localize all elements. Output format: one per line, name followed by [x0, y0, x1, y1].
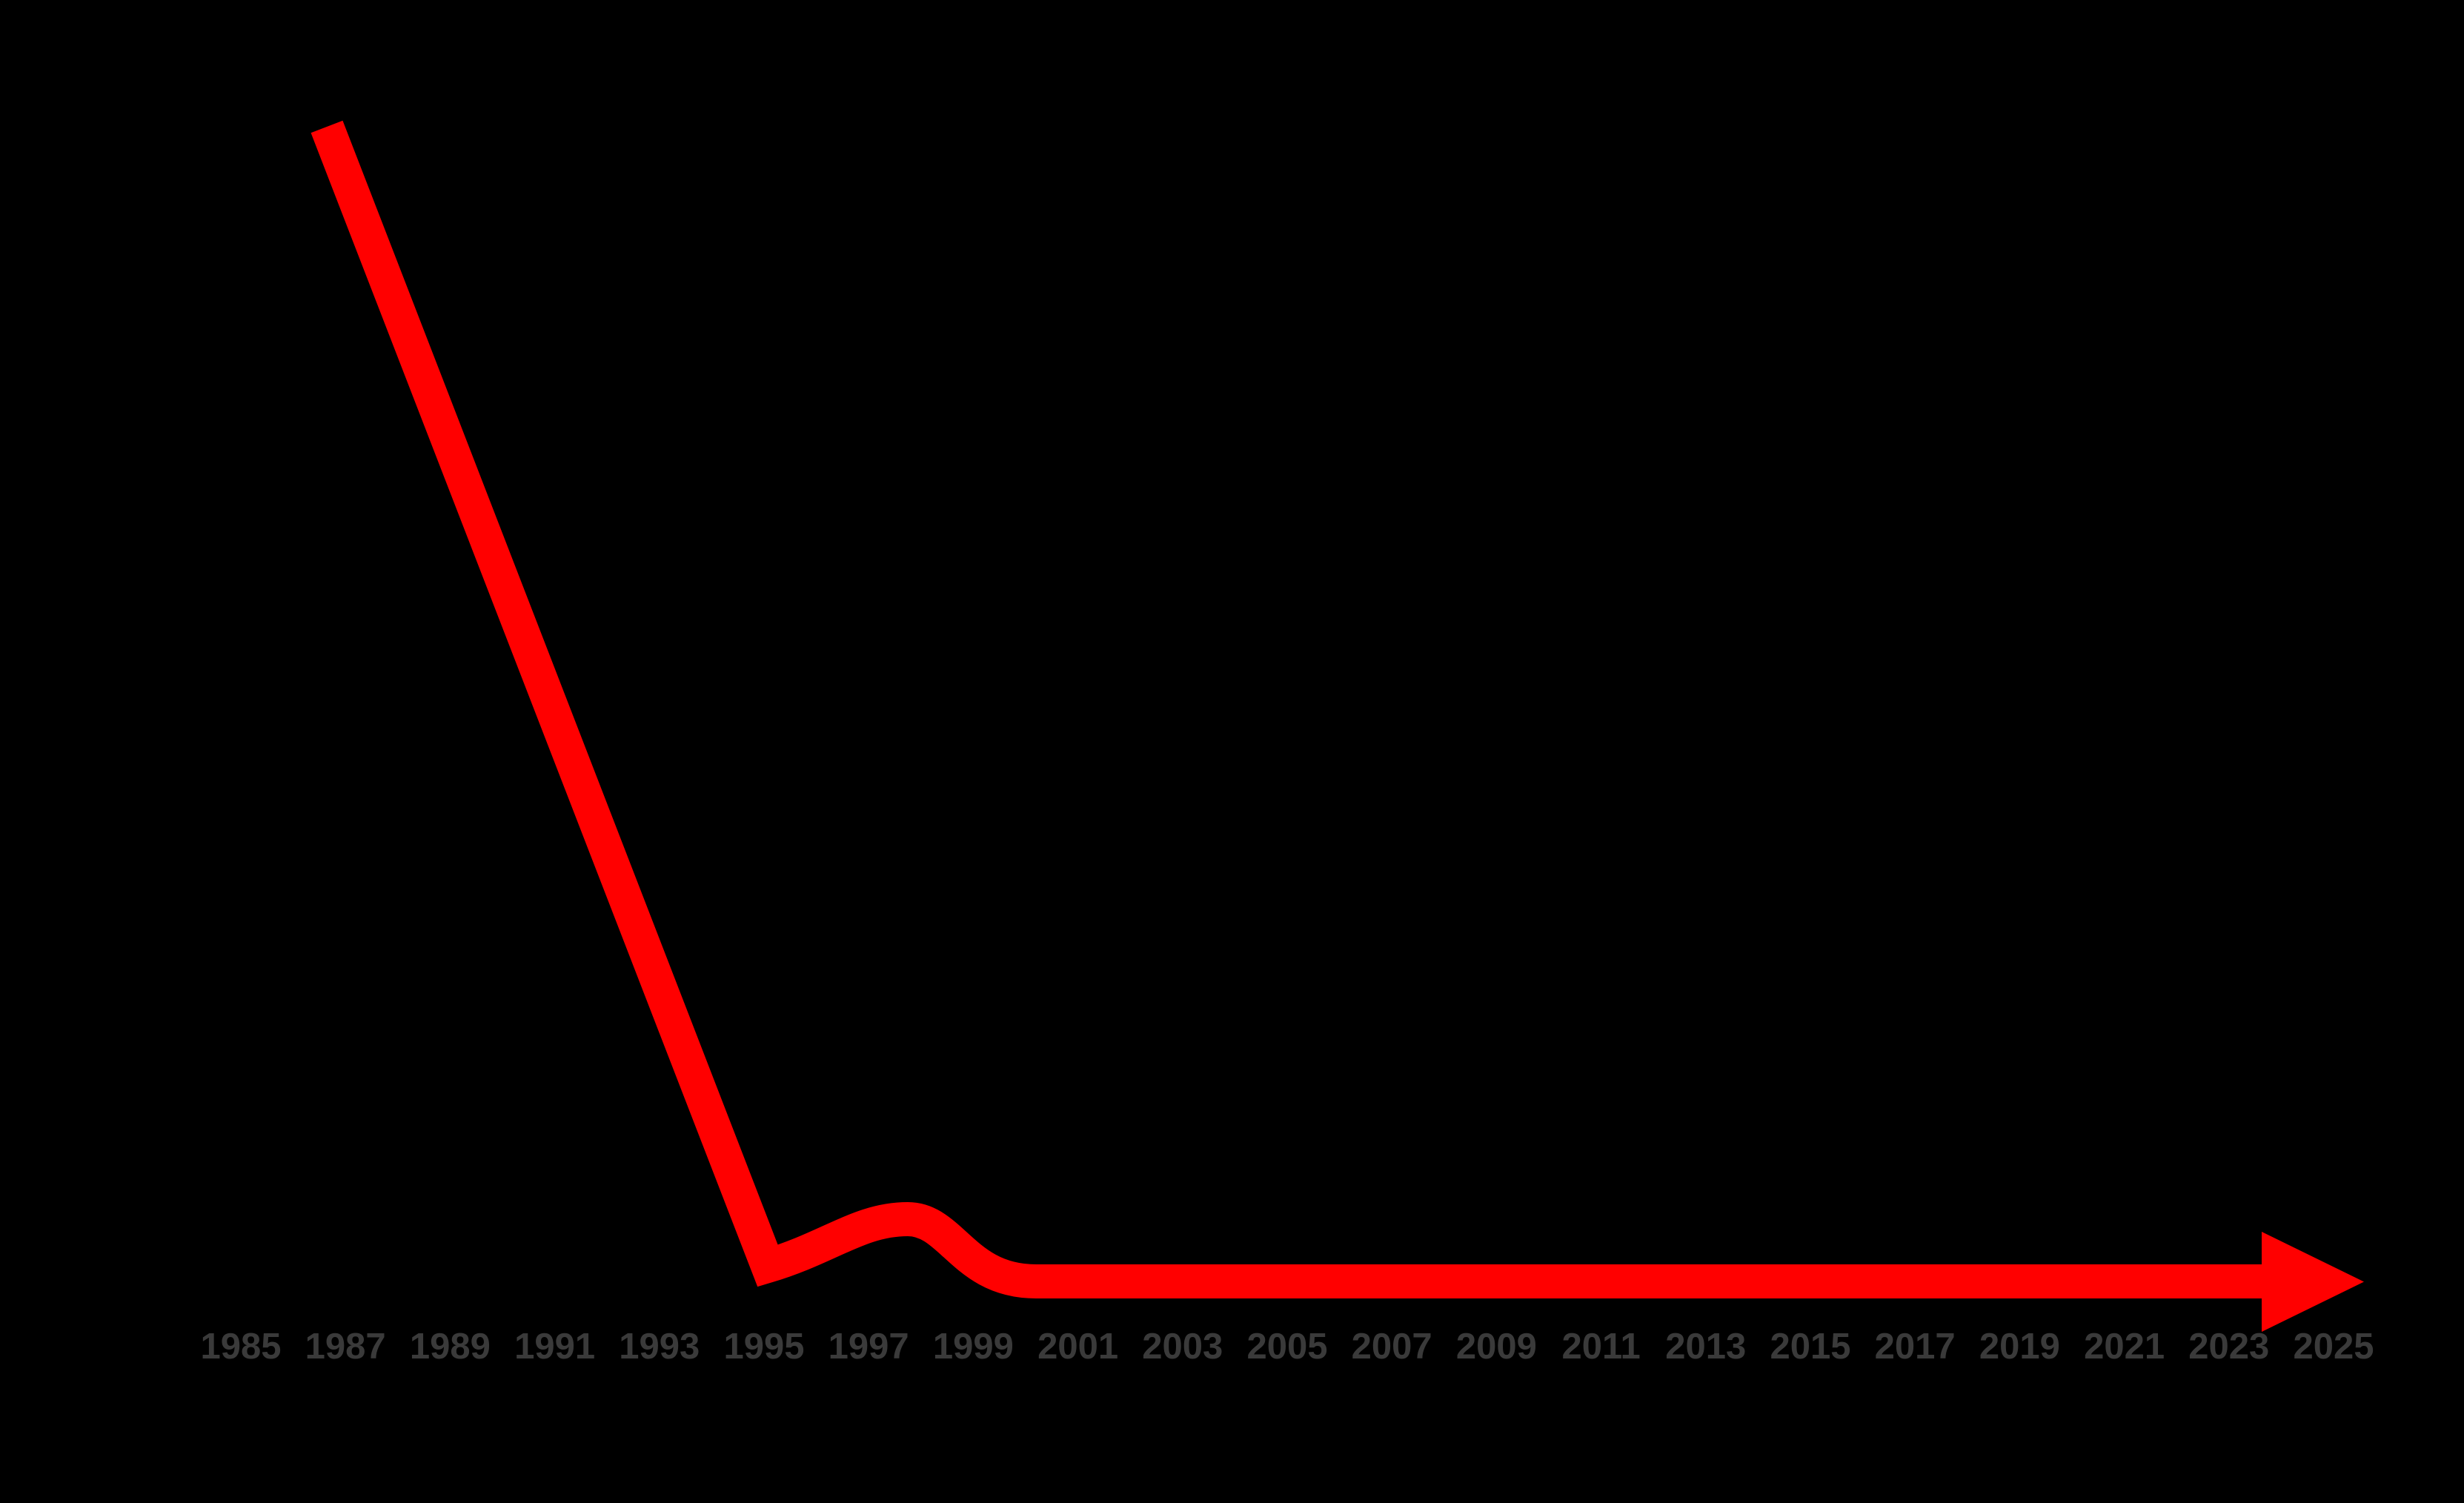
- x-axis-label: 2009: [1455, 1327, 1537, 1367]
- x-axis-label: 1999: [932, 1327, 1014, 1367]
- x-axis-label: 2025: [2293, 1327, 2374, 1367]
- x-axis-label: 2001: [1037, 1327, 1119, 1367]
- x-axis-label: 2023: [2188, 1327, 2270, 1367]
- x-axis-label: 1985: [200, 1327, 282, 1367]
- x-axis-label: 2005: [1246, 1327, 1328, 1367]
- x-axis-label: 1991: [514, 1327, 596, 1367]
- x-axis-label: 1997: [828, 1327, 909, 1367]
- trend-arrowhead-icon: [2262, 1232, 2364, 1332]
- x-axis-label: 2017: [1874, 1327, 1956, 1367]
- x-axis-label: 2007: [1351, 1327, 1432, 1367]
- x-axis-label: 1995: [723, 1327, 805, 1367]
- x-axis-label: 2015: [1770, 1327, 1851, 1367]
- trend-line: [311, 120, 2268, 1298]
- x-axis-label: 2013: [1665, 1327, 1747, 1367]
- x-axis-label: 1993: [619, 1327, 700, 1367]
- x-axis-label: 2019: [1979, 1327, 2060, 1367]
- x-axis-label: 2011: [1561, 1327, 1641, 1367]
- x-axis-label: 1989: [409, 1327, 491, 1367]
- x-axis-label: 2003: [1142, 1327, 1223, 1367]
- x-axis: 1985 1987 1989 1991 1993 1995 1997 1999 2001 2003…: [0, 1329, 2464, 1373]
- x-axis-label: 1987: [305, 1327, 386, 1367]
- x-axis-label: 2021: [2084, 1327, 2165, 1367]
